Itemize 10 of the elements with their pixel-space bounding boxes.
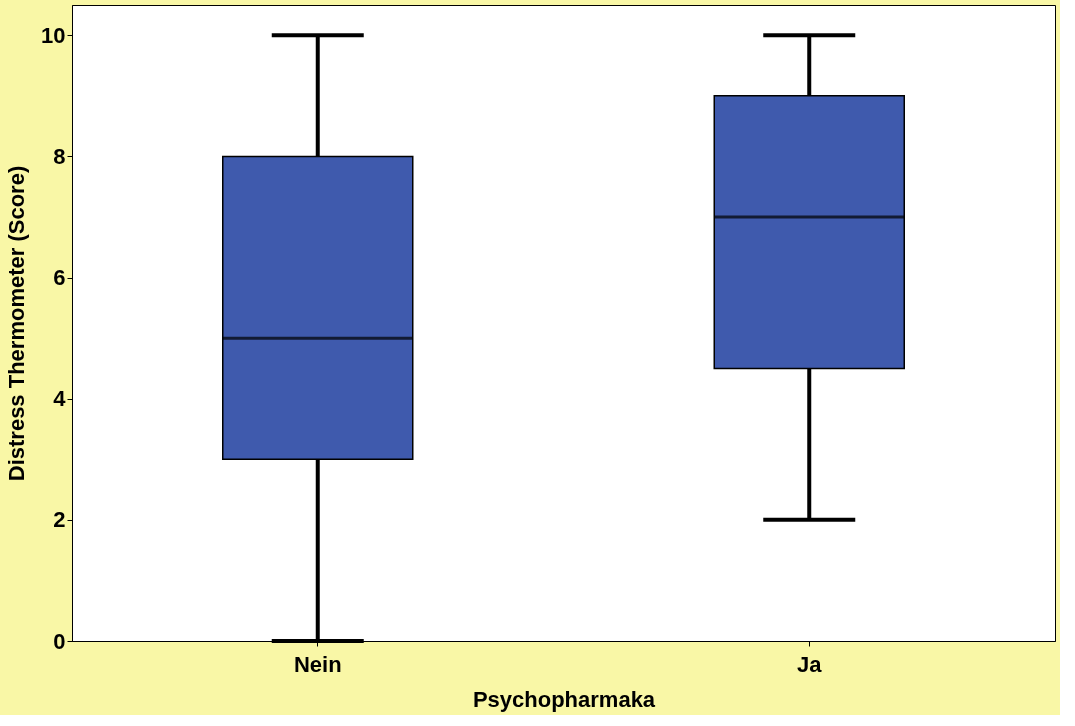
x-axis-title: Psychopharmaka [472,686,656,712]
x-tick-label: Ja [797,651,823,677]
y-tick-label: 8 [53,143,66,169]
y-axis-title: Distress Thermometer (Score) [4,165,30,482]
y-tick-label: 6 [53,265,66,291]
y-tick-label: 4 [53,386,67,412]
x-tick-label: Nein [293,651,342,677]
y-tick-label: 10 [41,22,66,48]
y-tick-label: 2 [53,507,66,533]
y-tick-label: 0 [53,628,66,654]
